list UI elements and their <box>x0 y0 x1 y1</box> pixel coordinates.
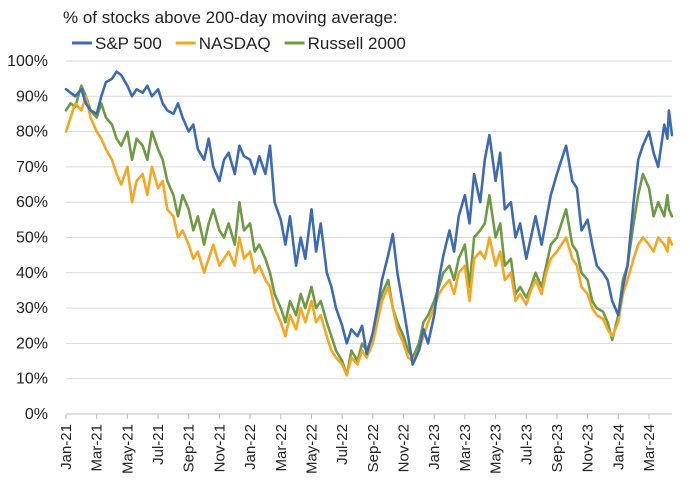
x-tick-label: Sep-21 <box>181 424 198 472</box>
x-tick-label: Sep-22 <box>365 424 382 472</box>
x-tick-label: May-22 <box>303 424 320 474</box>
x-tick-label: Mar-24 <box>641 424 658 472</box>
x-tick-label: Jan-24 <box>610 424 627 470</box>
y-tick-label: 20% <box>16 335 48 352</box>
y-tick-label: 10% <box>16 371 48 388</box>
y-axis-ticks: 0% 10% 20% 30% 40% 50% 60% 70% 80% 90% 100% <box>7 53 48 423</box>
y-tick-label: 40% <box>16 265 48 282</box>
x-tick-label: Mar-21 <box>89 424 106 472</box>
legend: S&P 500 NASDAQ Russell 2000 <box>72 34 406 53</box>
x-axis-ticks: Jan-21 Mar-21 May-21 Jul-21 Sep-21 Nov-21 Jan-… <box>58 414 658 474</box>
x-tick-label: May-21 <box>119 424 136 474</box>
x-tick-label: Jan-23 <box>426 424 443 470</box>
series-lines <box>64 70 674 377</box>
x-tick-label: Mar-23 <box>457 424 474 472</box>
y-tick-label: 50% <box>16 230 48 247</box>
chart-title: % of stocks above 200-day moving average… <box>63 8 398 27</box>
x-tick-label: Jul-22 <box>334 424 351 465</box>
x-tick-label: Nov-22 <box>396 424 413 472</box>
y-tick-label: 0% <box>25 406 48 423</box>
series-line-s-p-500 <box>64 70 674 366</box>
legend-label-s-p-500: S&P 500 <box>95 34 162 53</box>
series-line-nasdaq <box>64 95 674 377</box>
y-tick-label: 100% <box>7 53 48 70</box>
y-tick-label: 30% <box>16 300 48 317</box>
x-tick-label: Jan-22 <box>242 424 259 470</box>
x-tick-label: Jan-21 <box>58 424 75 470</box>
x-tick-label: Jul-21 <box>150 424 167 465</box>
legend-label-russell-2000: Russell 2000 <box>308 34 406 53</box>
x-tick-label: May-23 <box>488 424 505 474</box>
legend-label-nasdaq: NASDAQ <box>199 34 271 53</box>
x-tick-label: Jul-23 <box>518 424 535 465</box>
x-tick-label: Nov-23 <box>580 424 597 472</box>
x-tick-label: Nov-21 <box>211 424 228 472</box>
y-tick-label: 80% <box>16 124 48 141</box>
y-tick-label: 90% <box>16 88 48 105</box>
x-tick-label: Mar-22 <box>273 424 290 472</box>
y-tick-label: 60% <box>16 194 48 211</box>
gridlines <box>66 60 672 415</box>
x-tick-label: Sep-23 <box>549 424 566 472</box>
y-tick-label: 70% <box>16 159 48 176</box>
